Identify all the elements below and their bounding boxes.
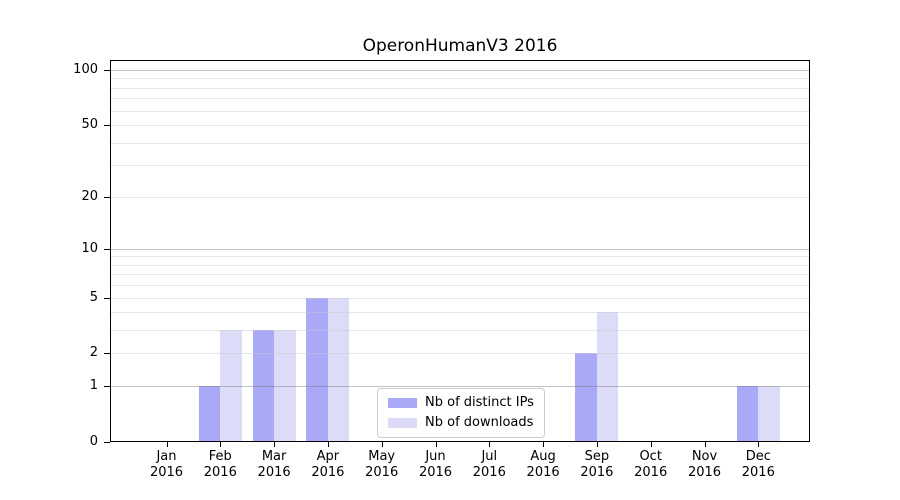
y-tick-mark-100 xyxy=(104,70,110,71)
x-tick-mark-mar xyxy=(274,442,276,447)
x-tick-label-dec: Dec 2016 xyxy=(741,449,775,480)
y-tick-mark-1 xyxy=(104,386,110,388)
x-tick-label-nov: Nov 2016 xyxy=(687,449,722,480)
bar-nb-of-downloads-sep xyxy=(596,312,619,442)
x-tick-mark-apr xyxy=(327,442,329,447)
x-tick-label-jan: Jan 2016 xyxy=(149,449,184,480)
x-tick-mark-jul xyxy=(489,442,491,447)
bars-layer xyxy=(110,60,810,442)
bar-nb-of-downloads-mar xyxy=(274,330,296,442)
y-tick-label-10: 10 xyxy=(81,240,98,256)
bar-nb-of-distinct-ips-sep xyxy=(575,353,597,442)
legend-item-downloads: Nb of downloads xyxy=(388,415,534,431)
y-tick-mark-0 xyxy=(104,442,110,443)
y-tick-label-100: 100 xyxy=(73,62,98,77)
bar-nb-of-downloads-apr xyxy=(327,297,350,442)
x-tick-mark-dec xyxy=(758,442,760,447)
x-tick-label-oct: Oct 2016 xyxy=(634,449,668,480)
bar-nb-of-distinct-ips-mar xyxy=(252,330,275,442)
y-tick-label-5: 5 xyxy=(89,289,98,305)
legend-item-distinct-ips: Nb of distinct IPs xyxy=(388,395,534,411)
x-tick-label-jul: Jul 2016 xyxy=(472,449,506,480)
x-tick-label-feb: Feb 2016 xyxy=(203,449,237,480)
x-tick-label-apr: Apr 2016 xyxy=(311,449,345,480)
legend: Nb of distinct IPs Nb of downloads xyxy=(377,388,545,438)
x-tick-mark-feb xyxy=(220,442,222,447)
chart-title: OperonHumanV3 2016 xyxy=(362,36,558,56)
x-tick-mark-jun xyxy=(435,442,437,447)
legend-label-downloads: Nb of downloads xyxy=(425,415,534,430)
bar-nb-of-downloads-dec xyxy=(758,386,780,442)
x-tick-label-mar: Mar 2016 xyxy=(257,449,291,480)
x-tick-label-jun: Jun 2016 xyxy=(418,449,453,480)
y-tick-label-1: 1 xyxy=(89,378,98,394)
y-tick-label-20: 20 xyxy=(81,188,98,204)
legend-swatch-downloads xyxy=(388,418,417,428)
x-tick-label-aug: Aug 2016 xyxy=(526,449,560,480)
legend-label-distinct-ips: Nb of distinct IPs xyxy=(425,395,534,410)
x-tick-mark-may xyxy=(381,442,383,447)
x-tick-label-sep: Sep 2016 xyxy=(580,449,614,480)
x-tick-mark-aug xyxy=(543,442,545,447)
bar-nb-of-downloads-feb xyxy=(220,330,242,442)
bar-nb-of-distinct-ips-feb xyxy=(198,386,221,442)
y-tick-mark-5 xyxy=(104,297,110,299)
y-tick-mark-10 xyxy=(104,248,110,250)
x-tick-mark-jan xyxy=(166,442,168,447)
x-tick-mark-sep xyxy=(596,442,598,447)
x-tick-mark-nov xyxy=(704,442,706,447)
y-tick-mark-2 xyxy=(104,353,110,355)
y-tick-label-50: 50 xyxy=(81,117,98,133)
y-tick-label-0: 0 xyxy=(89,434,98,449)
x-tick-mark-oct xyxy=(650,442,652,447)
legend-swatch-distinct-ips xyxy=(388,398,417,408)
bar-nb-of-distinct-ips-apr xyxy=(306,297,328,442)
y-tick-mark-20 xyxy=(104,196,110,198)
x-tick-label-may: May 2016 xyxy=(365,449,399,480)
plot-area xyxy=(110,60,810,442)
y-tick-mark-50 xyxy=(104,125,110,127)
bar-nb-of-distinct-ips-dec xyxy=(736,386,759,442)
y-tick-label-2: 2 xyxy=(89,345,98,361)
